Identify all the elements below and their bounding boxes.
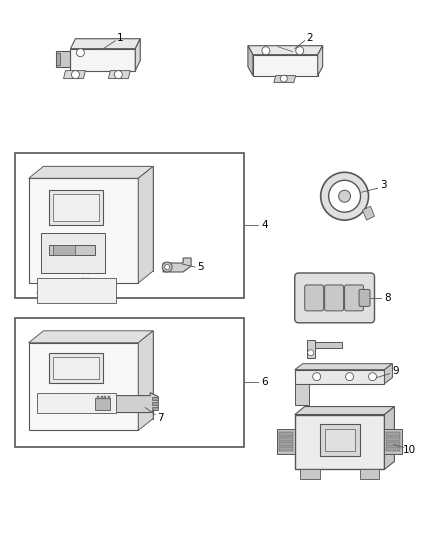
Polygon shape bbox=[307, 340, 314, 358]
FancyBboxPatch shape bbox=[295, 273, 374, 323]
Bar bbox=[320, 424, 360, 456]
Bar bbox=[49, 190, 103, 225]
Bar bbox=[101, 395, 103, 399]
Bar bbox=[279, 432, 293, 436]
FancyBboxPatch shape bbox=[325, 285, 343, 311]
Polygon shape bbox=[248, 46, 323, 55]
Text: 3: 3 bbox=[380, 180, 387, 190]
Bar bbox=[14, 318, 244, 447]
Bar bbox=[279, 447, 293, 451]
Polygon shape bbox=[295, 384, 309, 405]
Polygon shape bbox=[295, 407, 395, 415]
Polygon shape bbox=[318, 46, 323, 76]
Bar bbox=[53, 357, 99, 378]
Circle shape bbox=[114, 71, 122, 78]
Text: 2: 2 bbox=[307, 33, 313, 43]
Circle shape bbox=[321, 172, 368, 220]
Polygon shape bbox=[110, 393, 158, 413]
Text: 7: 7 bbox=[157, 413, 163, 423]
Bar bbox=[279, 442, 293, 446]
FancyBboxPatch shape bbox=[305, 285, 324, 311]
Circle shape bbox=[162, 262, 172, 272]
Polygon shape bbox=[28, 178, 138, 283]
Polygon shape bbox=[56, 53, 60, 64]
FancyBboxPatch shape bbox=[345, 285, 364, 311]
Bar bbox=[108, 395, 110, 399]
Circle shape bbox=[296, 47, 304, 55]
Text: 10: 10 bbox=[403, 446, 416, 455]
Bar bbox=[97, 395, 99, 399]
Polygon shape bbox=[49, 245, 95, 255]
Polygon shape bbox=[253, 55, 318, 76]
Polygon shape bbox=[56, 51, 71, 67]
Polygon shape bbox=[71, 39, 140, 49]
Circle shape bbox=[368, 373, 377, 381]
Bar bbox=[95, 398, 110, 409]
Bar bbox=[49, 353, 103, 383]
Circle shape bbox=[77, 49, 85, 56]
Bar bbox=[41, 233, 106, 273]
Polygon shape bbox=[64, 71, 85, 78]
Bar bbox=[386, 438, 400, 441]
Polygon shape bbox=[295, 364, 392, 370]
Bar bbox=[14, 154, 244, 298]
Polygon shape bbox=[360, 470, 379, 479]
Text: 1: 1 bbox=[117, 33, 124, 43]
Bar bbox=[37, 393, 117, 413]
Circle shape bbox=[313, 373, 321, 381]
Polygon shape bbox=[274, 76, 296, 83]
Polygon shape bbox=[163, 258, 191, 272]
Bar bbox=[53, 194, 99, 221]
Circle shape bbox=[262, 47, 270, 55]
Bar bbox=[325, 430, 355, 451]
Bar bbox=[152, 401, 158, 405]
Polygon shape bbox=[138, 166, 153, 283]
Polygon shape bbox=[295, 415, 385, 470]
Polygon shape bbox=[53, 245, 75, 255]
Polygon shape bbox=[363, 206, 374, 220]
Circle shape bbox=[165, 264, 170, 270]
Polygon shape bbox=[300, 470, 320, 479]
Polygon shape bbox=[135, 39, 140, 71]
Text: 4: 4 bbox=[261, 220, 268, 230]
Polygon shape bbox=[385, 364, 392, 384]
Bar bbox=[386, 442, 400, 446]
Polygon shape bbox=[43, 331, 153, 418]
Polygon shape bbox=[28, 343, 138, 431]
Polygon shape bbox=[295, 370, 385, 384]
Polygon shape bbox=[71, 49, 135, 71]
Circle shape bbox=[308, 350, 314, 356]
Bar bbox=[152, 397, 158, 400]
Polygon shape bbox=[248, 46, 253, 76]
Text: 6: 6 bbox=[261, 377, 268, 386]
Polygon shape bbox=[43, 166, 153, 271]
Polygon shape bbox=[138, 331, 153, 431]
Circle shape bbox=[346, 373, 353, 381]
Polygon shape bbox=[312, 342, 342, 348]
Text: 8: 8 bbox=[384, 293, 391, 303]
Polygon shape bbox=[277, 430, 295, 455]
Circle shape bbox=[280, 75, 287, 82]
Bar bbox=[279, 438, 293, 441]
Bar bbox=[386, 447, 400, 451]
Polygon shape bbox=[28, 331, 153, 343]
Bar bbox=[37, 278, 117, 303]
Polygon shape bbox=[28, 166, 153, 178]
FancyBboxPatch shape bbox=[359, 289, 370, 306]
Text: 5: 5 bbox=[197, 262, 203, 272]
Text: 9: 9 bbox=[392, 366, 399, 376]
Bar bbox=[104, 395, 106, 399]
Circle shape bbox=[339, 190, 350, 202]
Bar bbox=[152, 407, 158, 410]
Bar bbox=[386, 432, 400, 436]
Polygon shape bbox=[385, 407, 395, 470]
Polygon shape bbox=[385, 430, 403, 455]
Circle shape bbox=[328, 180, 360, 212]
Polygon shape bbox=[108, 71, 130, 78]
Circle shape bbox=[71, 71, 79, 78]
